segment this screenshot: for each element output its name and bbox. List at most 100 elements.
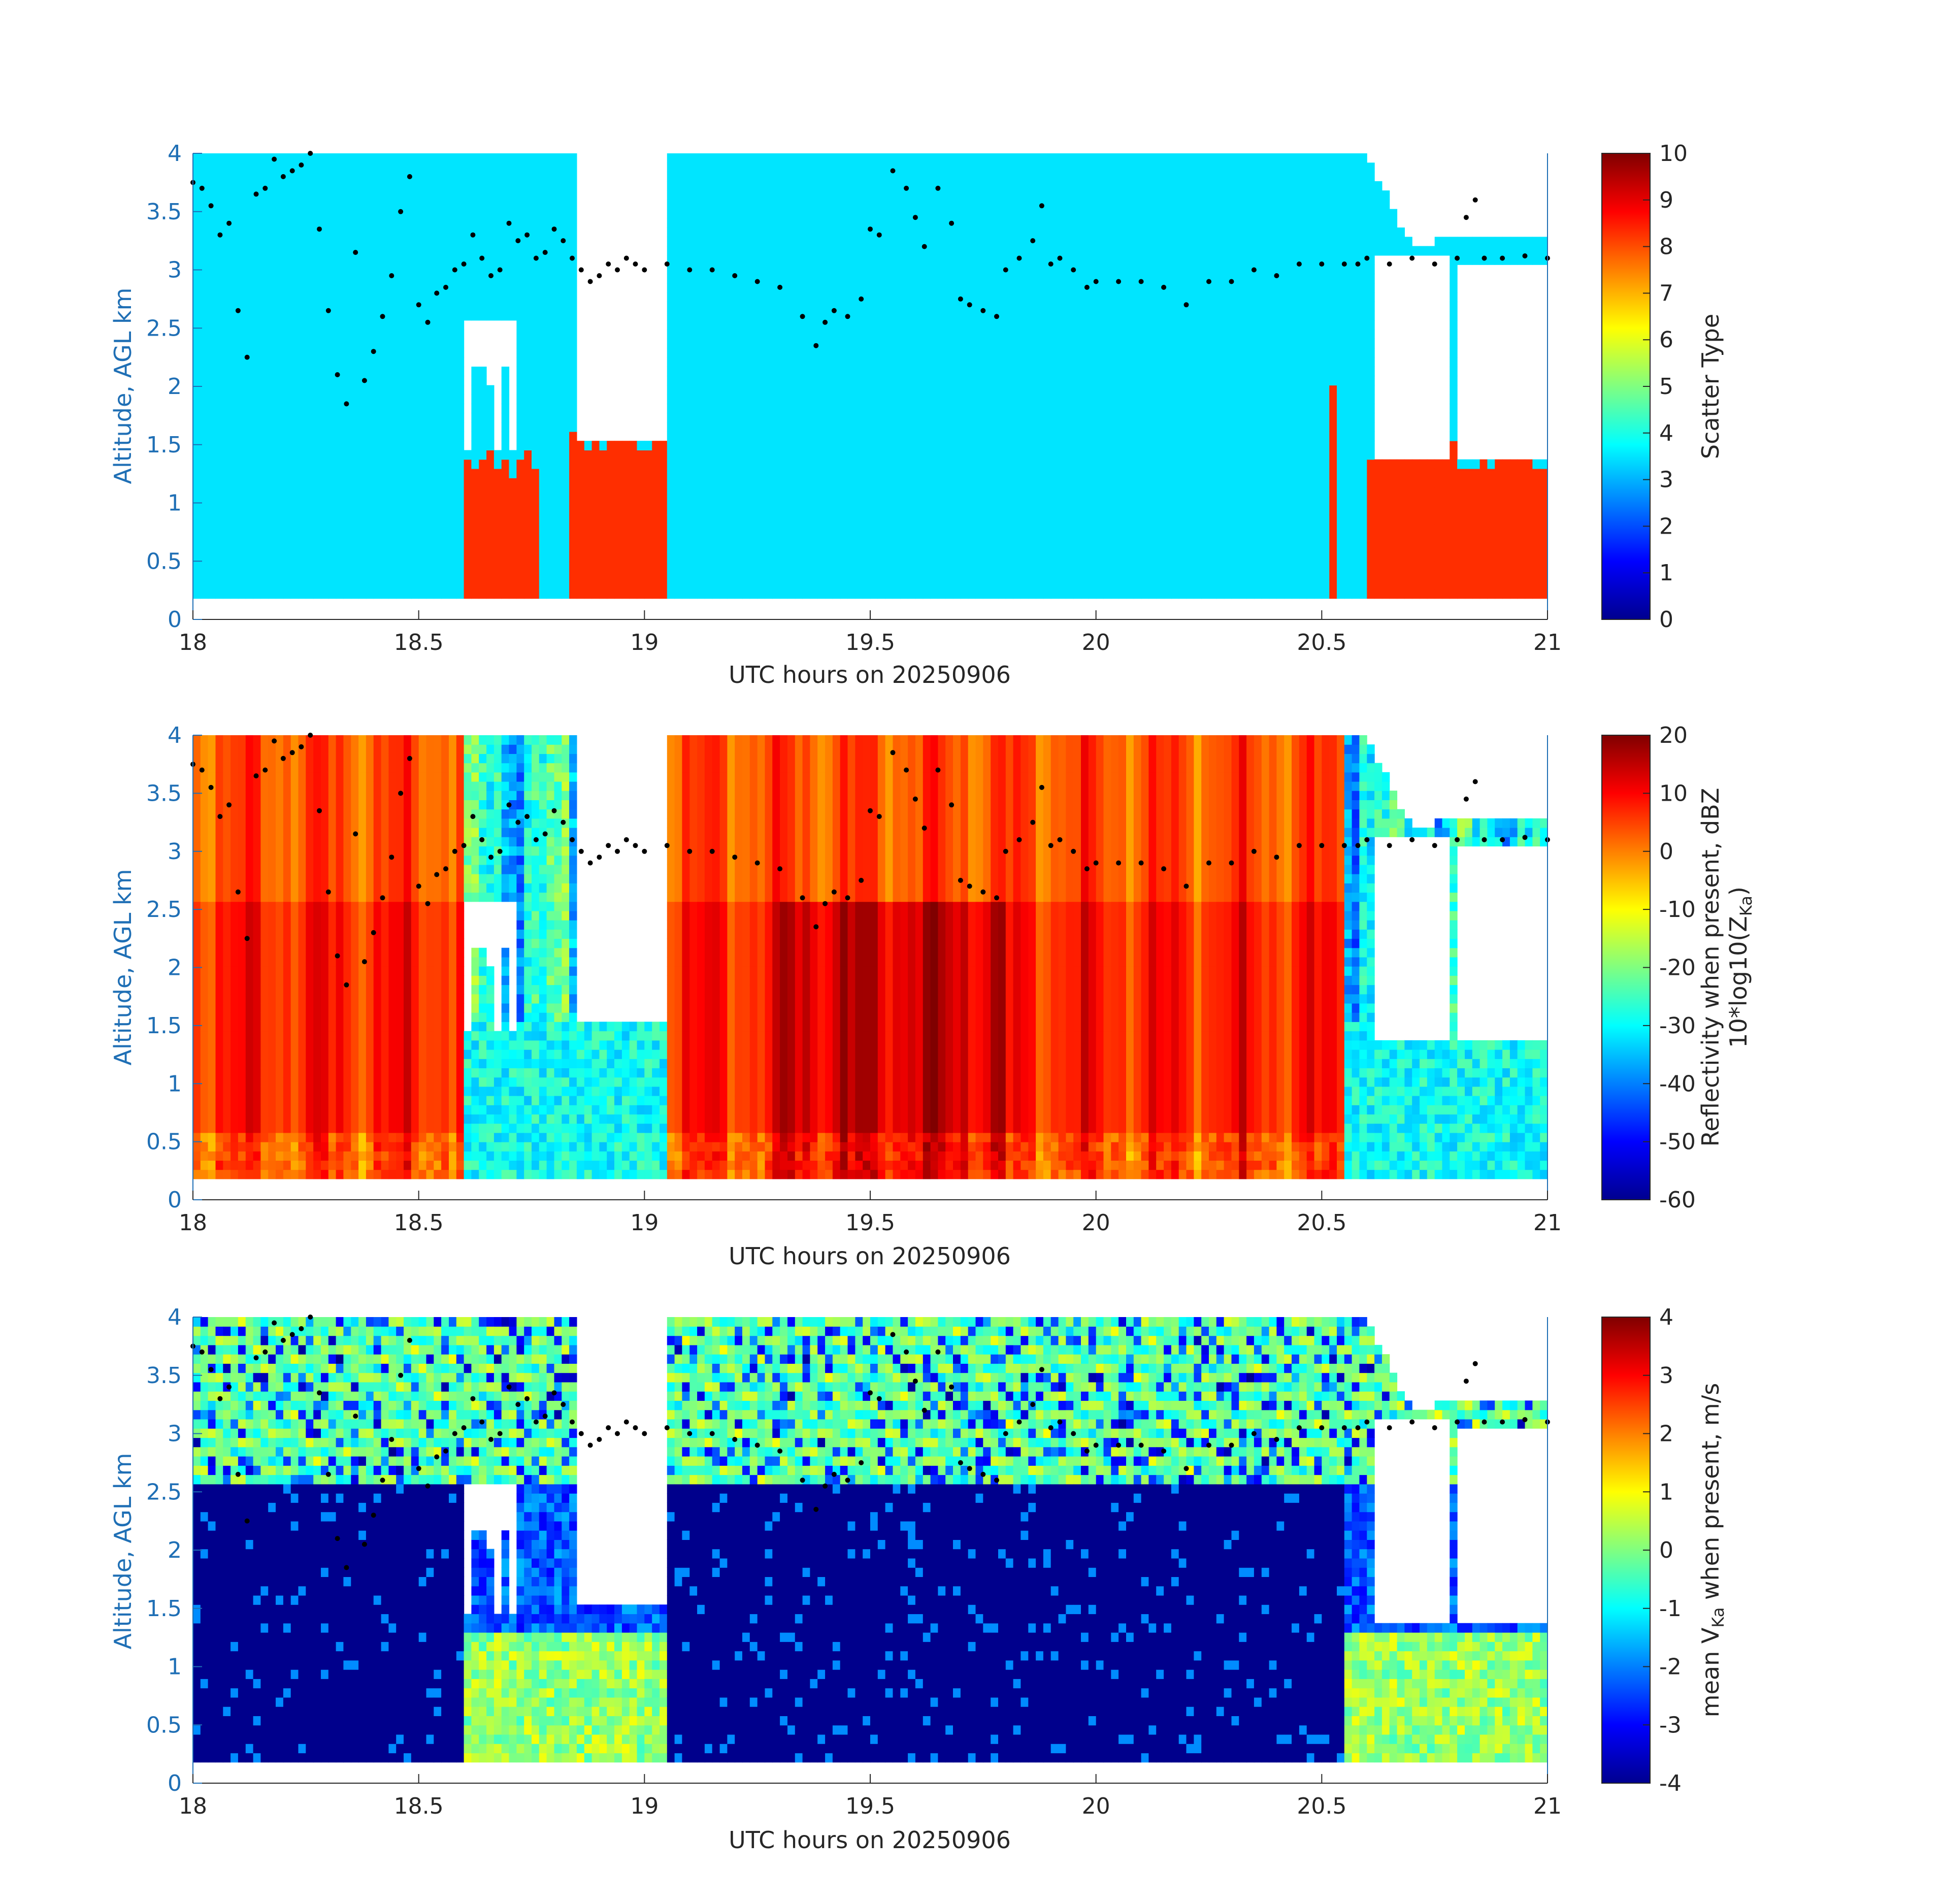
heatmap-cell	[674, 478, 682, 488]
heatmap-cell	[915, 533, 924, 543]
heatmap-cell	[757, 330, 766, 339]
heatmap-cell	[847, 190, 855, 200]
heatmap-cell	[532, 227, 540, 237]
heatmap-cell	[682, 533, 690, 543]
heatmap-cell	[599, 496, 607, 506]
heatmap-cell	[471, 209, 479, 219]
heatmap-cell	[772, 200, 780, 210]
heatmap-cell	[900, 552, 908, 562]
heatmap-cell	[509, 450, 517, 460]
heatmap-cell	[817, 283, 826, 293]
heatmap-cell	[493, 218, 502, 228]
heatmap-cell	[712, 431, 720, 441]
heatmap-cell	[877, 246, 886, 256]
heatmap-cell	[418, 561, 427, 571]
heatmap-cell	[396, 422, 404, 432]
heatmap-cell	[456, 302, 465, 312]
heatmap-cell	[388, 292, 397, 302]
heatmap-cell	[283, 543, 291, 552]
heatmap-cell	[336, 348, 344, 358]
heatmap-cell	[908, 589, 916, 599]
heatmap-cell	[953, 283, 961, 293]
heatmap-cell	[840, 246, 848, 256]
heatmap-cell	[817, 172, 826, 182]
heatmap-cell	[915, 357, 924, 367]
heatmap-cell	[336, 385, 344, 395]
heatmap-cell	[712, 422, 720, 432]
heatmap-cell	[802, 274, 810, 284]
heatmap-cell	[532, 283, 540, 293]
heatmap-cell	[908, 255, 916, 265]
heatmap-cell	[735, 172, 743, 182]
heatmap-cell	[787, 478, 796, 488]
heatmap-cell	[591, 515, 600, 525]
heatmap-cell	[426, 469, 434, 478]
heatmap-cell	[223, 487, 231, 497]
heatmap-cell	[787, 181, 796, 191]
heatmap-cell	[223, 153, 231, 163]
heatmap-cell	[893, 376, 901, 386]
heatmap-cell	[847, 413, 855, 423]
heatmap-cell	[493, 255, 502, 265]
heatmap-cell	[689, 441, 698, 451]
heatmap-cell	[231, 422, 239, 432]
heatmap-cell	[298, 404, 306, 413]
heatmap-cell	[231, 450, 239, 460]
heatmap-cell	[238, 561, 246, 571]
heatmap-cell	[953, 376, 961, 386]
heatmap-cell	[674, 339, 682, 349]
heatmap-cell	[802, 469, 810, 478]
heatmap-cell	[260, 515, 269, 525]
heatmap-cell	[321, 533, 329, 543]
heatmap-cell	[464, 552, 472, 562]
heatmap-cell	[351, 459, 359, 469]
heatmap-cell	[434, 450, 442, 460]
heatmap-cell	[704, 487, 713, 497]
heatmap-cell	[742, 506, 750, 515]
heatmap-cell	[960, 580, 969, 590]
heatmap-cell	[644, 459, 652, 469]
heatmap-cell	[396, 580, 404, 590]
heatmap-cell	[456, 404, 465, 413]
heatmap-cell	[351, 478, 359, 488]
heatmap-cell	[697, 330, 705, 339]
heatmap-cell	[697, 487, 705, 497]
heatmap-cell	[893, 589, 901, 599]
heatmap-cell	[795, 533, 803, 543]
heatmap-cell	[991, 172, 999, 182]
heatmap-cell	[298, 246, 306, 256]
heatmap-cell	[885, 190, 893, 200]
heatmap-cell	[749, 348, 758, 358]
heatmap-cell	[938, 394, 946, 404]
heatmap-cell	[449, 478, 457, 488]
heatmap-cell	[268, 162, 276, 173]
heatmap-cell	[396, 394, 404, 404]
heatmap-cell	[456, 552, 465, 562]
heatmap-cell	[975, 311, 983, 321]
heatmap-cell	[396, 218, 404, 228]
heatmap-cell	[915, 385, 924, 395]
heatmap-cell	[328, 367, 337, 376]
heatmap-cell	[1036, 330, 1044, 339]
heatmap-cell	[524, 330, 532, 339]
heatmap-cell	[193, 237, 201, 247]
heatmap-cell	[832, 255, 841, 265]
heatmap-cell	[516, 589, 524, 599]
heatmap-cell	[938, 274, 946, 284]
heatmap-cell	[735, 227, 743, 237]
heatmap-cell	[260, 348, 269, 358]
heatmap-cell	[554, 533, 562, 543]
heatmap-cell	[772, 357, 780, 367]
heatmap-cell	[614, 552, 622, 562]
heatmap-cell	[757, 413, 766, 423]
heatmap-cell	[321, 394, 329, 404]
heatmap-cell	[456, 580, 465, 590]
heatmap-cell	[817, 413, 826, 423]
heatmap-cell	[855, 274, 863, 284]
heatmap-cell	[411, 190, 419, 200]
heatmap-cell	[795, 552, 803, 562]
heatmap-cell	[253, 348, 261, 358]
heatmap-cell	[321, 589, 329, 599]
heatmap-cell	[870, 506, 878, 515]
heatmap-cell	[426, 283, 434, 293]
